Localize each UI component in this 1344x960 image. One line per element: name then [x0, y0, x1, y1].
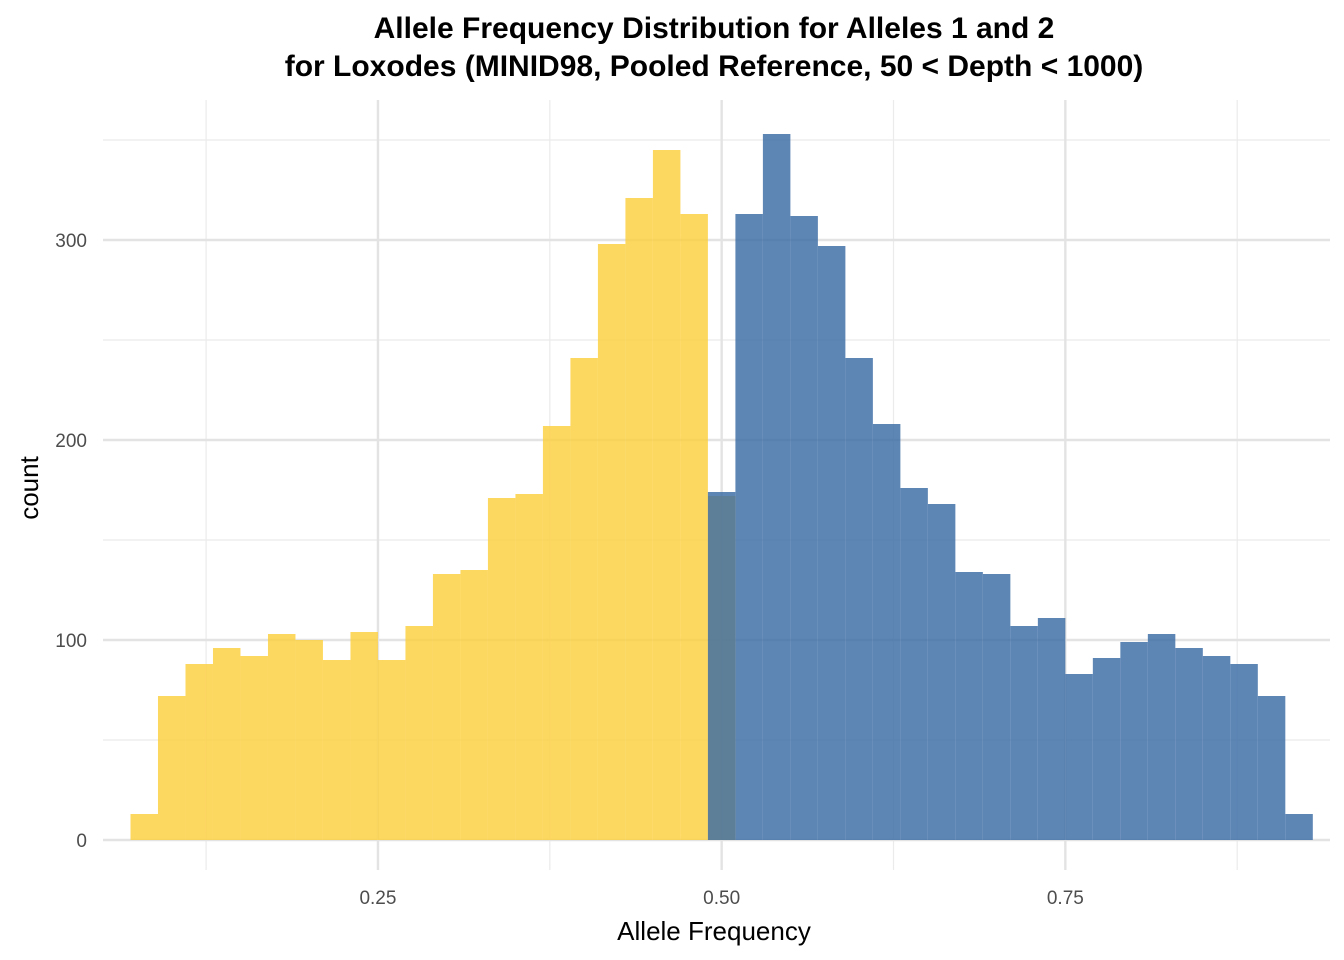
bar-series-1-bin-7: [322, 660, 351, 840]
x-tick-label-2: 0.75: [1047, 888, 1084, 909]
bar-series-2-bin-21: [1285, 814, 1313, 840]
bar-series-2-bin-19: [1230, 664, 1258, 840]
bar-series-2-bin-17: [1175, 648, 1203, 840]
y-tick-label-3: 300: [55, 231, 87, 252]
chart-subtitle: for Loxodes (MINID98, Pooled Reference, …: [285, 50, 1144, 83]
bar-series-1-bin-12: [460, 570, 488, 840]
bar-series-1-bin-17: [597, 244, 626, 840]
bar-series-1-bin-0: [130, 814, 158, 840]
bar-series-1-bin-16: [570, 358, 598, 840]
bar-series-1-bin-14: [515, 494, 543, 840]
bar-series-2-bin-20: [1257, 696, 1286, 840]
y-tick-label-2: 200: [55, 431, 87, 452]
bar-series-2-bin-15: [1120, 642, 1148, 840]
chart-title: Allele Frequency Distribution for Allele…: [374, 12, 1055, 45]
bar-series-2-bin-3: [790, 216, 818, 840]
bar-series-2-bin-0: [707, 492, 736, 840]
x-axis-ticks: 0.25 0.50 0.75: [359, 888, 1083, 909]
bar-series-1-bin-5: [267, 634, 296, 840]
bar-series-2-bin-18: [1202, 656, 1231, 840]
bar-series-2-bin-7: [900, 488, 928, 840]
bar-series-1-bin-3: [212, 648, 241, 840]
bar-series-2-bin-14: [1092, 658, 1121, 840]
histogram-bars: [130, 134, 1313, 840]
y-axis-ticks: 0 100 200 300: [55, 231, 87, 852]
bar-series-1-bin-11: [432, 574, 461, 840]
bar-series-2-bin-10: [982, 574, 1011, 840]
bar-series-2-bin-1: [735, 214, 763, 840]
bar-series-1-bin-20: [680, 214, 708, 840]
x-tick-label-0: 0.25: [359, 888, 396, 909]
bar-series-1-bin-10: [405, 626, 433, 840]
bar-series-1-bin-2: [185, 664, 213, 840]
bar-series-1-bin-13: [487, 498, 516, 840]
x-axis-label: Allele Frequency: [617, 916, 811, 946]
bar-series-2-bin-12: [1037, 618, 1066, 840]
bar-series-2-bin-5: [845, 358, 873, 840]
bar-series-2-bin-9: [955, 572, 983, 840]
bar-series-1-bin-9: [377, 660, 406, 840]
bar-series-1-bin-4: [240, 656, 268, 840]
bar-series-1-bin-8: [350, 632, 378, 840]
y-tick-label-1: 100: [55, 631, 87, 652]
y-tick-label-0: 0: [76, 831, 87, 852]
bar-series-2-bin-6: [872, 424, 901, 840]
bar-series-2-bin-8: [927, 504, 956, 840]
bar-series-2-bin-11: [1010, 626, 1038, 840]
bar-series-1-bin-15: [542, 426, 571, 840]
bar-series-2-bin-2: [762, 134, 791, 840]
bar-series-2-bin-13: [1065, 674, 1093, 840]
bar-series-2-bin-16: [1147, 634, 1176, 840]
bar-series-1-bin-18: [625, 198, 653, 840]
bar-series-1-bin-6: [295, 640, 323, 840]
bar-series-1-bin-19: [652, 150, 681, 840]
bar-series-2-bin-4: [817, 246, 846, 840]
x-tick-label-1: 0.50: [703, 888, 740, 909]
y-axis-label: count: [14, 455, 44, 519]
bar-series-1-bin-1: [157, 696, 186, 840]
